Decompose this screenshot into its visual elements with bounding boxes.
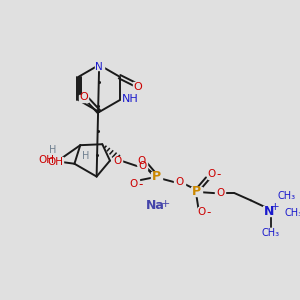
Bar xyxy=(47,158,63,166)
Bar xyxy=(122,94,139,103)
Bar xyxy=(133,82,142,89)
Bar xyxy=(79,95,88,102)
Text: -: - xyxy=(206,206,210,219)
Bar xyxy=(260,229,282,237)
Bar xyxy=(128,179,139,187)
Bar xyxy=(262,206,275,216)
Text: O: O xyxy=(129,179,137,189)
Text: O: O xyxy=(208,169,216,179)
Text: OH: OH xyxy=(38,155,54,165)
Text: O: O xyxy=(133,82,142,92)
Text: -: - xyxy=(216,168,220,181)
Text: O: O xyxy=(175,177,183,187)
Text: NH: NH xyxy=(122,94,139,104)
Text: CH₃: CH₃ xyxy=(278,191,296,201)
Text: Na: Na xyxy=(146,199,164,212)
Bar xyxy=(198,207,211,215)
Bar xyxy=(215,190,224,197)
Bar xyxy=(94,63,104,70)
Text: P: P xyxy=(192,185,201,198)
Text: H: H xyxy=(82,151,89,161)
Text: -: - xyxy=(138,178,142,190)
Bar xyxy=(174,178,185,186)
Bar xyxy=(276,192,298,200)
Text: CH₃: CH₃ xyxy=(284,208,300,218)
Bar xyxy=(191,187,202,196)
Text: O: O xyxy=(138,161,146,171)
Text: H: H xyxy=(49,145,56,155)
Text: O: O xyxy=(80,92,88,103)
Bar xyxy=(283,209,300,217)
Bar xyxy=(151,172,162,181)
Text: N: N xyxy=(95,62,103,72)
Text: +: + xyxy=(271,202,280,212)
Bar xyxy=(137,158,146,165)
Text: O: O xyxy=(198,207,206,217)
Bar xyxy=(113,157,122,164)
Text: CH₃: CH₃ xyxy=(262,228,280,238)
Text: OH: OH xyxy=(47,158,63,167)
Text: O: O xyxy=(113,156,121,166)
Bar xyxy=(38,156,55,164)
Text: O: O xyxy=(137,155,146,166)
Text: P: P xyxy=(152,170,161,183)
Text: +: + xyxy=(161,199,170,209)
Bar xyxy=(138,162,147,169)
Bar xyxy=(208,171,221,179)
Text: O: O xyxy=(216,188,224,198)
Text: N: N xyxy=(264,205,274,218)
